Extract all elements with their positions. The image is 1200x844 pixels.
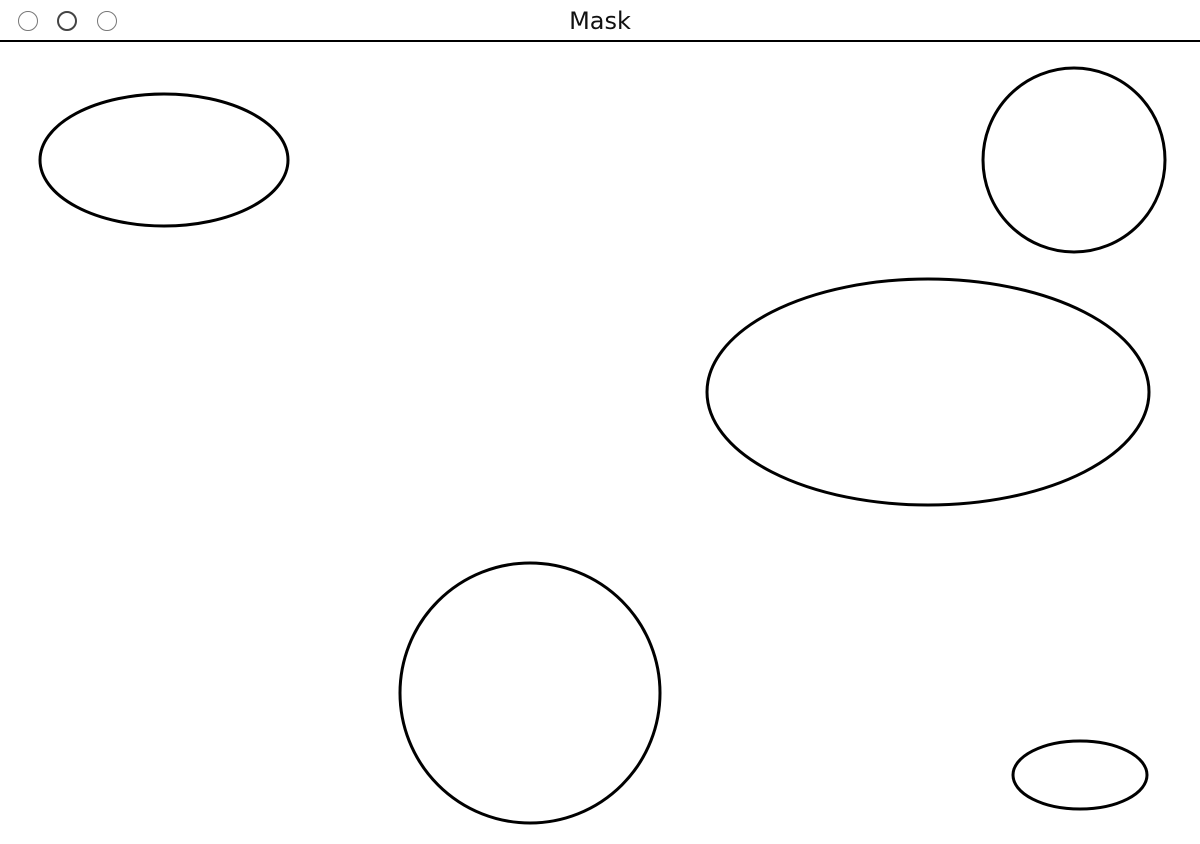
drawing-canvas[interactable] xyxy=(0,42,1200,844)
circle-top-right xyxy=(981,66,1167,254)
minimize-button[interactable] xyxy=(57,11,77,31)
title-bar[interactable]: Mask xyxy=(0,0,1200,42)
zoom-button[interactable] xyxy=(97,11,117,31)
ellipse-middle-right xyxy=(705,277,1151,507)
ellipse-bottom-right xyxy=(1011,739,1149,811)
canvas-svg xyxy=(38,66,1167,825)
circle-bottom-center xyxy=(398,561,662,825)
ellipse-top-left xyxy=(38,92,290,228)
close-button[interactable] xyxy=(18,11,38,31)
window-title: Mask xyxy=(569,7,631,35)
